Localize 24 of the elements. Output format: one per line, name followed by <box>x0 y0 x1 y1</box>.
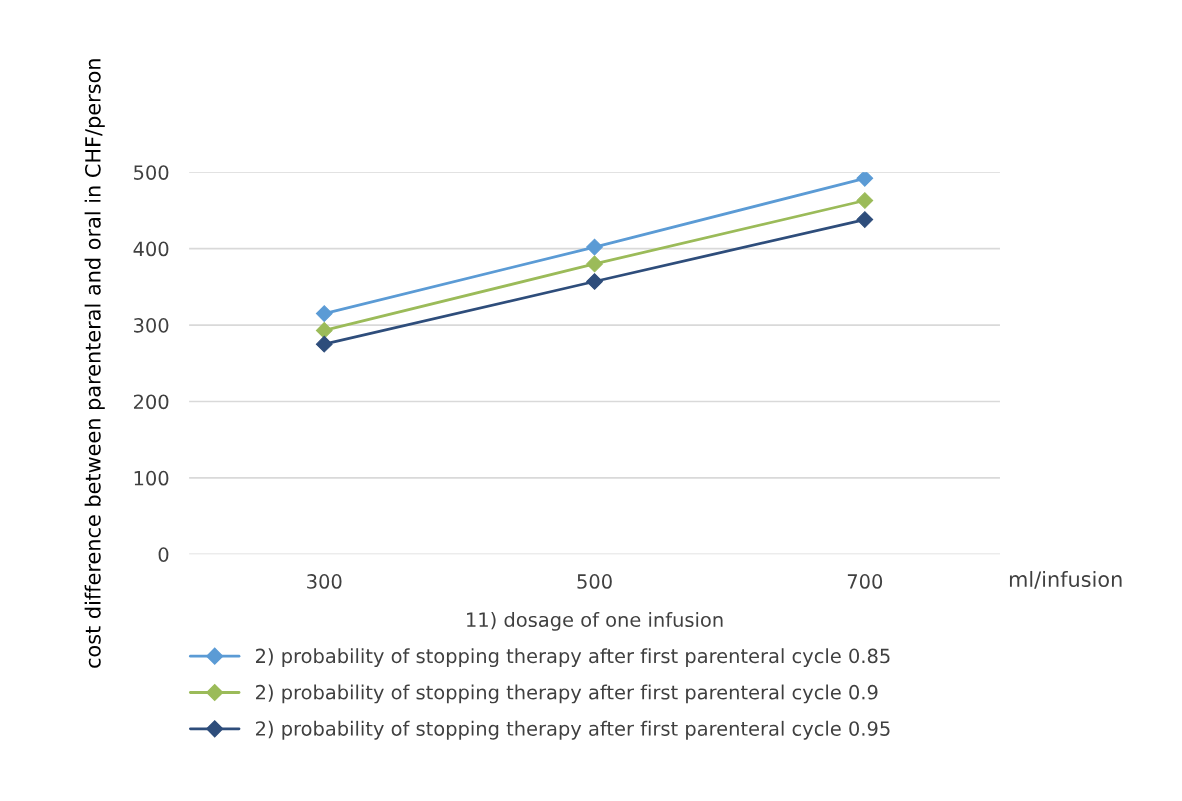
point <box>315 335 333 353</box>
point <box>586 238 603 256</box>
point <box>586 273 603 290</box>
y-tick-label: 300 <box>134 318 169 333</box>
y-tick-label: 0 <box>158 547 169 562</box>
point <box>856 211 874 228</box>
point <box>315 305 333 322</box>
y-tick-label: 500 <box>134 165 169 180</box>
point <box>856 192 874 209</box>
y-tick-label: 400 <box>133 241 169 257</box>
point <box>586 255 603 273</box>
y-tick-label: 200 <box>133 394 169 410</box>
text: ml/infusion <box>1009 570 1122 589</box>
x-tick-label: 700 <box>847 574 883 589</box>
legend-label: 2) probability of stopping therapy after first parenteral cycle 0.85 <box>255 648 890 668</box>
legend-label: 2) probability of stopping therapy after first parenteral cycle 0.95 <box>255 720 890 740</box>
x-tick-label: 500 <box>577 574 612 589</box>
x-axis-title: 11) dosage of one infusion <box>467 612 723 631</box>
point <box>856 172 874 187</box>
y-axis-title: cost difference between parenteral and oral in CHF/person <box>84 59 105 668</box>
point <box>315 322 333 339</box>
y-tick-label: 100 <box>134 470 169 486</box>
legend-label: 2) probability of stopping therapy after first parenteral cycle 0.9 <box>255 684 878 704</box>
x-tick-label: 300 <box>307 574 342 589</box>
